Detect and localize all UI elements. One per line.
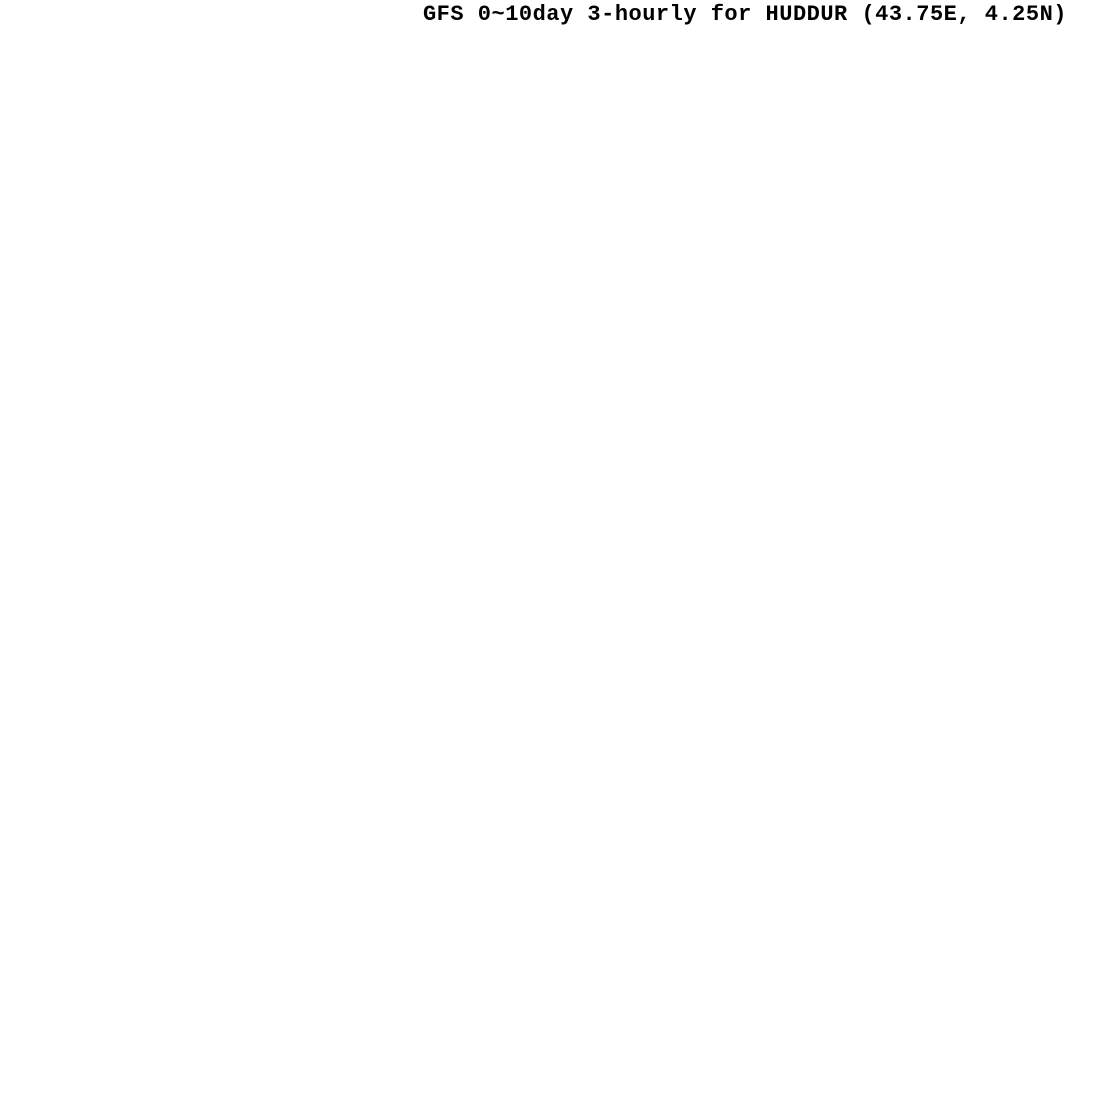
chart-title: GFS 0~10day 3-hourly for HUDDUR (43.75E,… xyxy=(422,2,1067,27)
